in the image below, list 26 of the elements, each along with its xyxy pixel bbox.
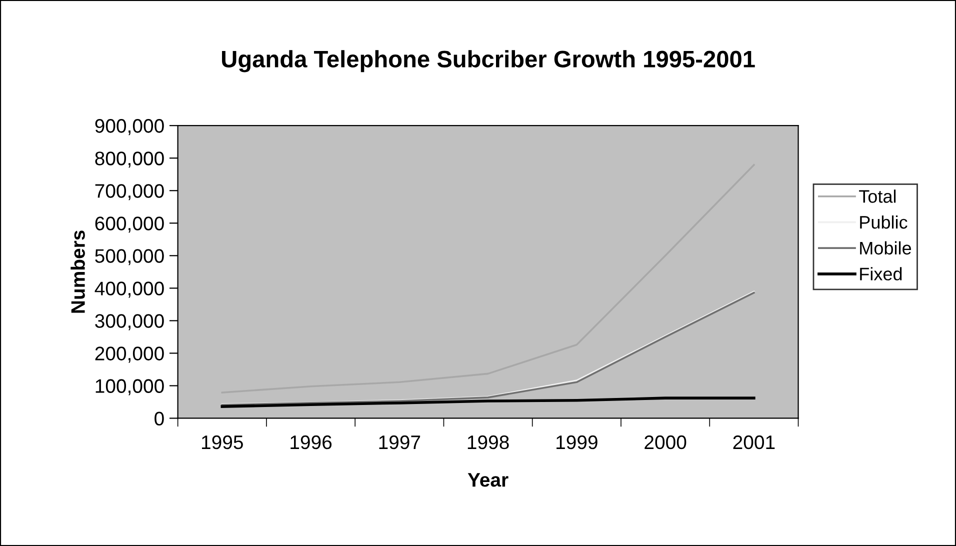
line-series (220, 396, 756, 408)
legend-label: Total (859, 190, 896, 203)
y-tick-label: 900,000 (95, 119, 164, 136)
x-axis-title: Year (468, 473, 508, 487)
x-tick-label: 1997 (379, 435, 420, 450)
y-tick-label: 400,000 (94, 282, 164, 298)
legend-label: Public (860, 215, 908, 229)
y-tick-label: 700,000 (95, 184, 164, 200)
x-tick-label: 1999 (556, 435, 598, 450)
x-tick-label: 1998 (468, 435, 509, 450)
legend-label: Mobile (860, 241, 912, 255)
y-tick-label: 0 (154, 412, 164, 426)
x-tick-label: 2000 (644, 435, 686, 450)
y-tick-label: 500,000 (95, 249, 164, 266)
y-tick-label: 800,000 (95, 152, 164, 168)
x-tick-label: 1995 (202, 435, 243, 450)
y-tick-label: 200,000 (95, 346, 164, 363)
y-axis-title: Numbers (70, 230, 85, 313)
x-tick-label: 1996 (290, 435, 332, 450)
y-tick-label: 100,000 (96, 379, 164, 396)
y-tick-label: 600,000 (95, 216, 164, 233)
x-tick-label: 2001 (733, 435, 775, 450)
line-series (221, 164, 755, 394)
legend-label: Fixed (860, 267, 902, 280)
chart-title: Uganda Telephone Subcriber Growth 1995-2001 (222, 50, 755, 72)
y-tick-label: 300,000 (95, 314, 164, 330)
